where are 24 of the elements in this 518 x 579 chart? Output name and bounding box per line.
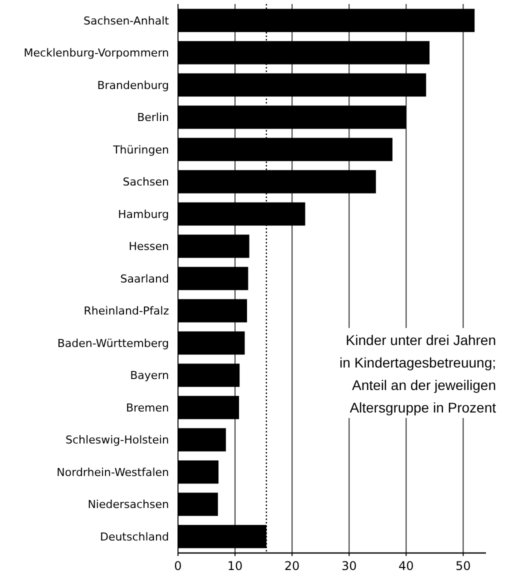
y-tick-label: Hamburg [118, 208, 169, 221]
x-tick-label: 0 [174, 559, 182, 573]
y-tick-label: Sachsen-Anhalt [83, 14, 170, 28]
y-tick-label: Deutschland [100, 530, 169, 544]
y-tick-label: Thüringen [112, 143, 170, 156]
x-tick-label: 40 [398, 559, 414, 573]
y-tick-label: Hessen [128, 240, 170, 254]
y-tick-label: Mecklenburg-Vorpommern [24, 46, 170, 60]
y-tick-label: Bremen [126, 401, 170, 414]
y-tick-label: Saarland [120, 272, 169, 286]
y-tick-label: Baden-Württemberg [57, 336, 169, 350]
y-tick-label: Niedersachsen [88, 498, 170, 512]
y-tick-label: Schleswig-Holstein [66, 434, 170, 447]
y-tick-label: Berlin [137, 111, 170, 124]
y-tick-label: Bayern [130, 369, 170, 382]
y-tick-label: Brandenburg [97, 78, 169, 92]
annotation: Kinder unter drei Jahren in Kindertagesbetreuung; Anteil an der jeweiligen Altersgruppe in Prozent [340, 332, 496, 416]
y-tick-label: Rheinland-Pfalz [84, 304, 170, 318]
y-tick-label: Sachsen [122, 176, 170, 189]
x-tick-label: 20 [284, 559, 300, 573]
y-tick-label: Nordrhein-Westfalen [56, 466, 170, 479]
x-tick-label: 30 [341, 559, 357, 573]
x-tick-label: 10 [227, 559, 243, 573]
x-tick-label: 50 [456, 559, 471, 573]
